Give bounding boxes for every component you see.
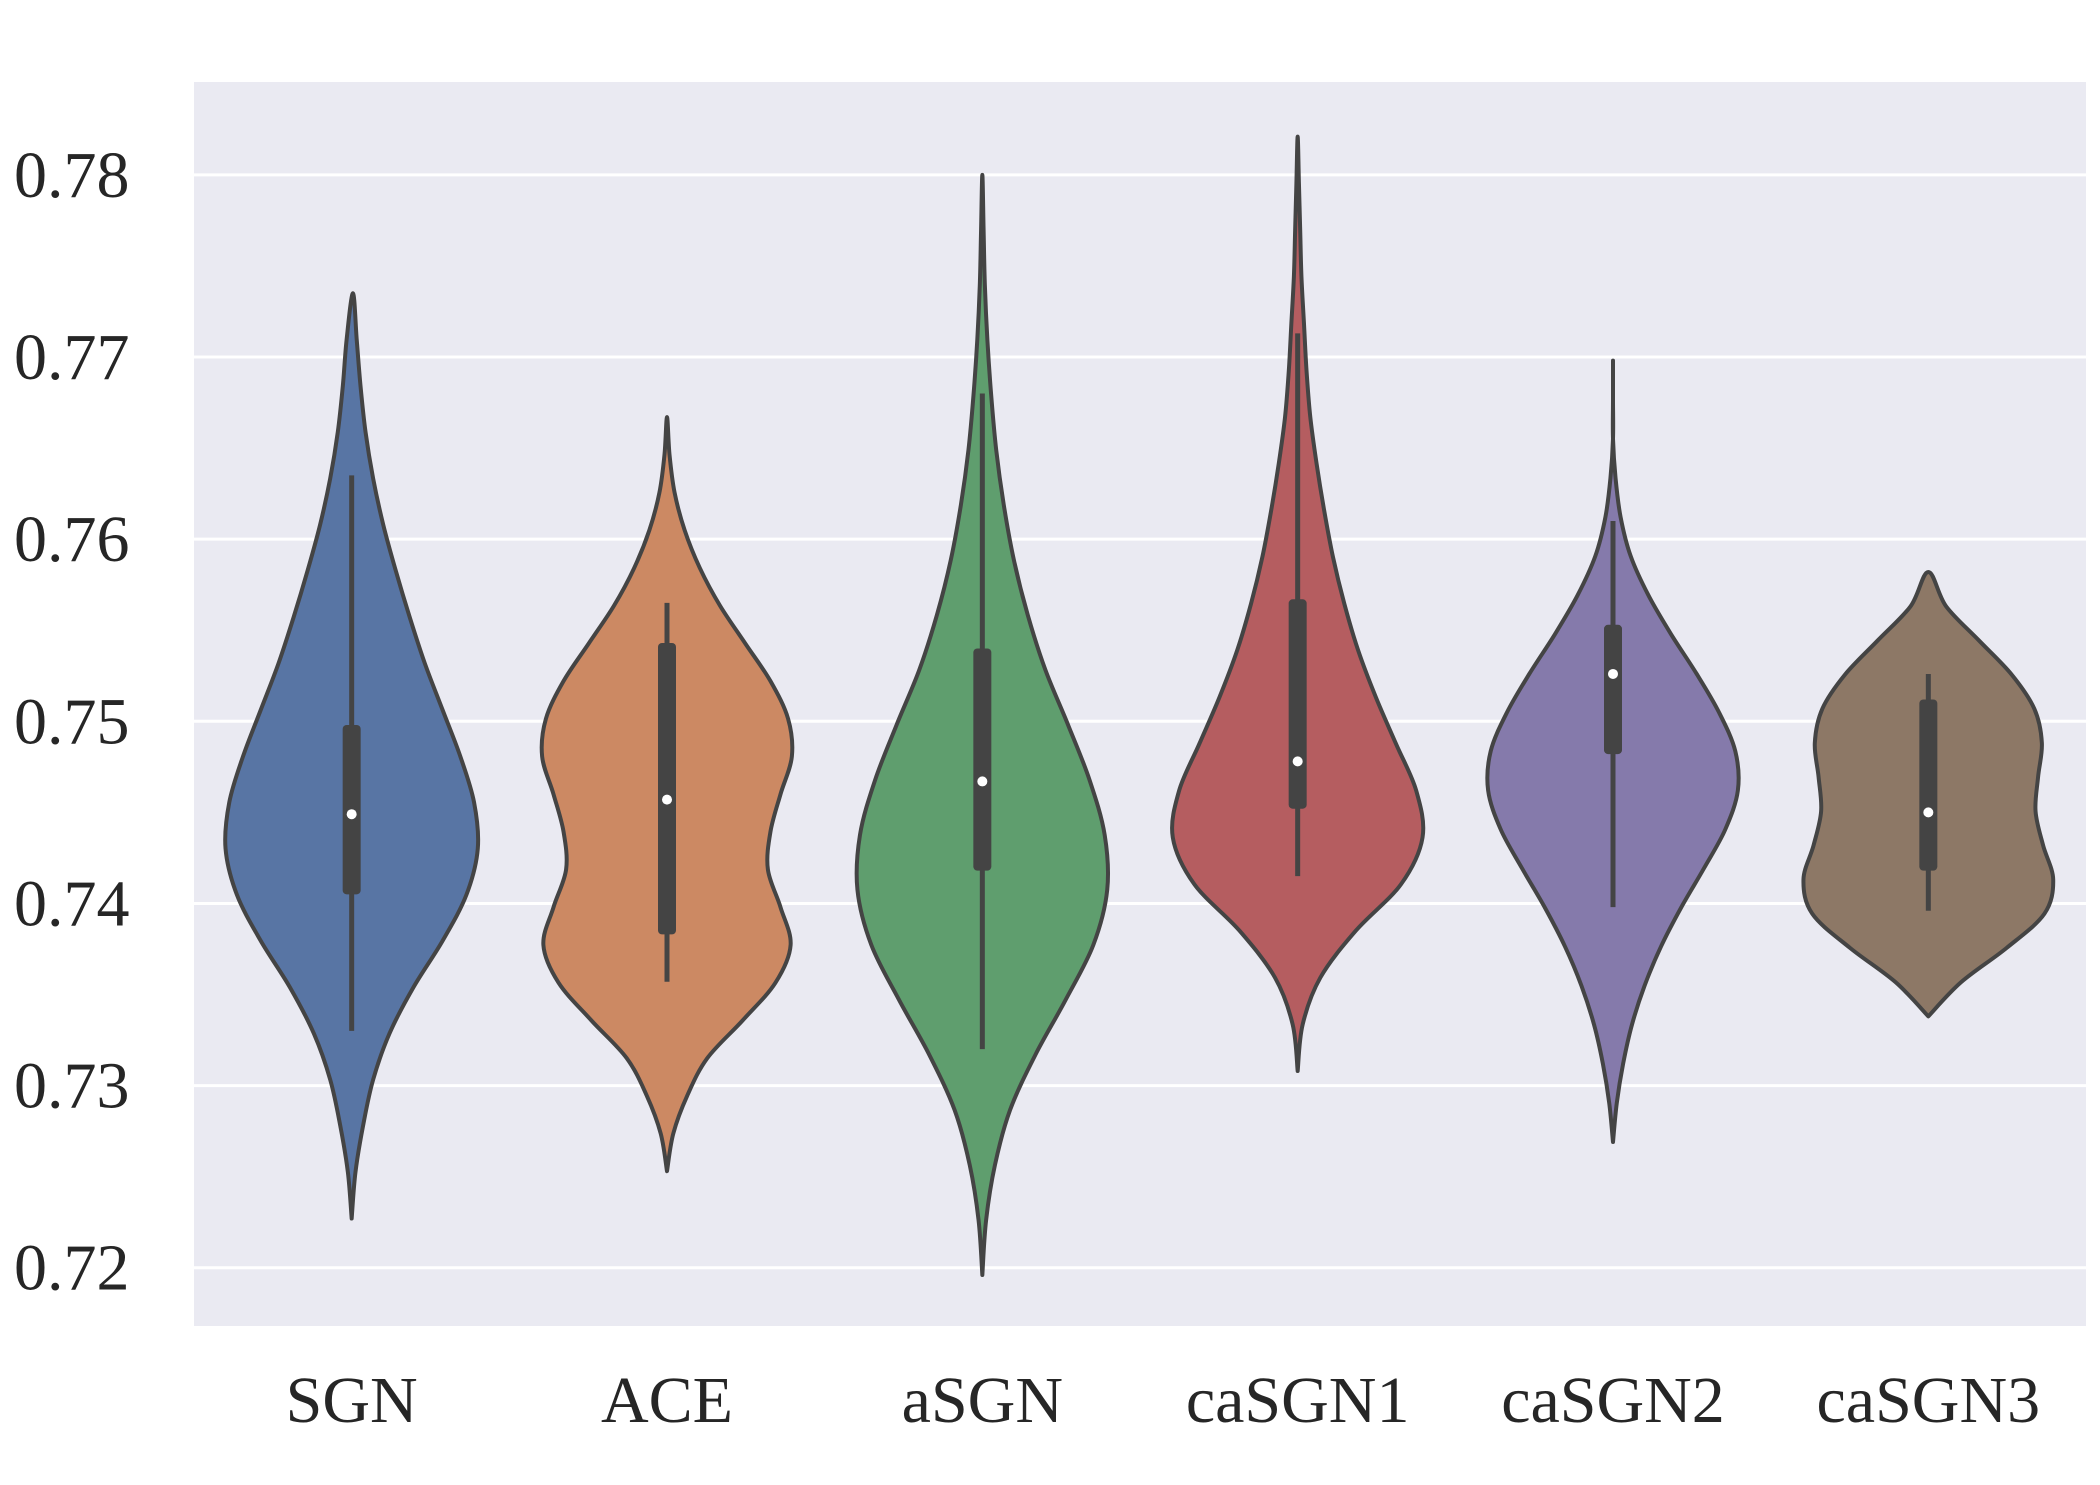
- median-point: [346, 809, 357, 820]
- y-tick-label: 0.75: [14, 685, 130, 758]
- violin-caSGN3: [1801, 569, 2056, 1019]
- violin-aSGN: [854, 172, 1111, 1277]
- violin-SGN: [223, 291, 481, 1221]
- y-tick-label: 0.73: [14, 1050, 130, 1123]
- violin-ACE: [539, 415, 795, 1174]
- iqr-box: [1604, 624, 1622, 755]
- violin-caSGN1: [1170, 134, 1426, 1074]
- violin-caSGN2: [1485, 358, 1741, 1145]
- median-point: [1608, 668, 1618, 679]
- x-category-label: ACE: [601, 1364, 733, 1437]
- violins: [223, 134, 2056, 1277]
- x-category-label: caSGN1: [1186, 1364, 1410, 1437]
- y-tick-label: 0.78: [14, 139, 130, 212]
- gridlines: [194, 173, 2086, 1270]
- median-point: [1923, 807, 1934, 818]
- x-category-label: aSGN: [902, 1364, 1063, 1437]
- y-tick-label: 0.76: [14, 503, 130, 576]
- median-point: [662, 794, 672, 805]
- y-tick-label: 0.72: [14, 1232, 130, 1305]
- iqr-box: [973, 648, 992, 871]
- iqr-box: [658, 642, 676, 935]
- x-category-label: caSGN3: [1817, 1364, 2041, 1437]
- x-category-label: SGN: [286, 1364, 418, 1437]
- iqr-box: [1288, 599, 1307, 809]
- y-tick-label: 0.74: [14, 867, 130, 940]
- median-point: [1292, 756, 1303, 767]
- y-tick-label: 0.77: [14, 321, 130, 394]
- y-axis-tick-labels: 0.72 0.73 0.74 0.75 0.76 0.77 0.78: [14, 139, 130, 1305]
- plot-background: [194, 82, 2086, 1326]
- x-axis-category-labels: SGN ACE aSGN caSGN1 caSGN2 caSGN3: [286, 1364, 2041, 1437]
- iqr-box: [1919, 699, 1938, 871]
- x-category-label: caSGN2: [1501, 1364, 1725, 1437]
- median-point: [977, 776, 988, 787]
